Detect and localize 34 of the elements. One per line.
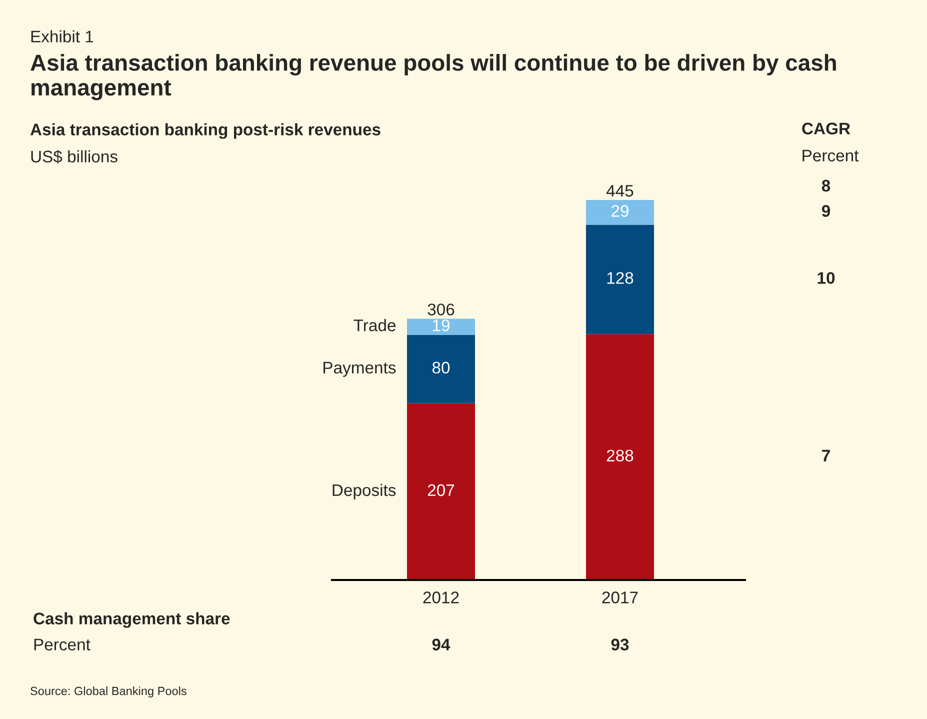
bar bbox=[406, 403, 476, 580]
text: Percent bbox=[802, 150, 859, 162]
text: Exhibit 1 bbox=[31, 30, 94, 42]
source-note: Source: Global Banking Pools bbox=[30, 686, 186, 698]
text: 9 bbox=[822, 205, 830, 217]
bar bbox=[406, 318, 476, 335]
series-label: Payments bbox=[324, 362, 396, 377]
series-label: Trade bbox=[354, 319, 396, 332]
total-label: 445 bbox=[606, 185, 634, 197]
x-tick-label: 2017 bbox=[602, 592, 638, 604]
bar bbox=[406, 334, 476, 404]
data-label: 19 bbox=[433, 319, 450, 332]
x-tick-label: 2012 bbox=[423, 592, 459, 604]
data-label: 128 bbox=[607, 272, 634, 284]
data-label: 207 bbox=[428, 484, 454, 496]
text: Cash management share bbox=[34, 612, 230, 628]
total-label: 306 bbox=[428, 304, 454, 316]
text: Percent bbox=[34, 638, 90, 650]
text: CAGR bbox=[802, 122, 850, 134]
text: 7 bbox=[822, 450, 830, 462]
text: US$ billions bbox=[31, 150, 118, 164]
chart-title: Asia transaction banking revenue pools will continue to be driven by cash management bbox=[30, 54, 836, 100]
series-label: Deposits bbox=[332, 484, 396, 500]
chart-subtitle: Asia transaction banking post-risk revenues bbox=[30, 123, 380, 139]
bar bbox=[586, 200, 654, 225]
text: 94 bbox=[432, 638, 450, 650]
text: 8 bbox=[822, 180, 830, 192]
bar bbox=[586, 224, 654, 334]
data-label: 29 bbox=[612, 205, 628, 217]
text: 93 bbox=[611, 638, 629, 650]
data-label: 80 bbox=[432, 362, 450, 374]
text: 10 bbox=[818, 272, 835, 284]
bar bbox=[586, 334, 654, 580]
data-label: 288 bbox=[606, 450, 634, 462]
